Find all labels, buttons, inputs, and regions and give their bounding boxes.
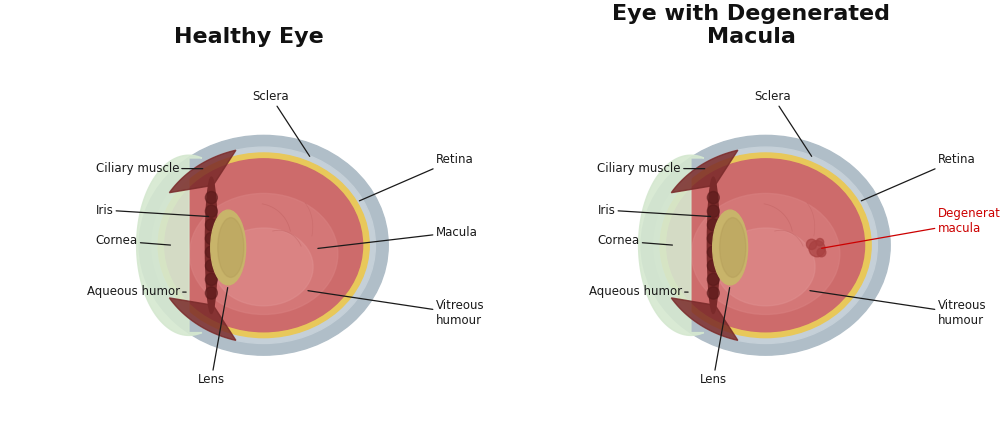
Text: Lens: Lens (198, 288, 228, 386)
Text: Lens: Lens (700, 288, 730, 386)
Text: Ciliary muscle: Ciliary muscle (597, 162, 705, 175)
Ellipse shape (707, 177, 719, 314)
Polygon shape (169, 150, 236, 193)
Ellipse shape (205, 205, 217, 217)
Ellipse shape (713, 210, 748, 285)
Ellipse shape (205, 273, 217, 285)
Polygon shape (671, 150, 738, 193)
Text: Retina: Retina (359, 153, 473, 201)
Text: Aqueous humor: Aqueous humor (87, 285, 186, 298)
Text: Iris: Iris (96, 204, 209, 216)
Ellipse shape (205, 219, 217, 231)
Ellipse shape (707, 219, 719, 231)
Circle shape (817, 248, 826, 257)
Text: Aqueous humor: Aqueous humor (589, 285, 688, 298)
Text: Cornea: Cornea (597, 234, 672, 248)
Text: Macula: Macula (318, 226, 477, 248)
Ellipse shape (707, 191, 719, 204)
Title: Healthy Eye: Healthy Eye (174, 27, 324, 47)
Ellipse shape (205, 287, 217, 299)
Ellipse shape (165, 159, 363, 332)
Ellipse shape (205, 246, 217, 258)
Text: Vitreous
humour: Vitreous humour (810, 291, 986, 328)
Text: Iris: Iris (597, 204, 711, 216)
Ellipse shape (707, 232, 719, 245)
Circle shape (806, 239, 817, 250)
Polygon shape (169, 298, 236, 340)
Ellipse shape (158, 153, 369, 338)
Polygon shape (671, 298, 738, 340)
Ellipse shape (716, 228, 815, 306)
Ellipse shape (205, 232, 217, 245)
Text: Vitreous
humour: Vitreous humour (308, 291, 484, 328)
Ellipse shape (707, 246, 719, 258)
Text: Cornea: Cornea (96, 234, 170, 248)
Ellipse shape (152, 147, 375, 343)
Title: Eye with Degenerated
Macula: Eye with Degenerated Macula (612, 3, 890, 47)
Text: Sclera: Sclera (253, 90, 310, 156)
Text: Ciliary muscle: Ciliary muscle (96, 162, 203, 175)
Ellipse shape (218, 218, 244, 277)
Ellipse shape (205, 259, 217, 272)
Ellipse shape (691, 193, 840, 314)
Text: Degenerated
macula: Degenerated macula (822, 207, 1000, 248)
Ellipse shape (205, 177, 217, 314)
Polygon shape (137, 155, 202, 335)
Ellipse shape (205, 191, 217, 204)
Circle shape (816, 239, 824, 246)
Circle shape (809, 241, 825, 257)
Polygon shape (639, 155, 704, 335)
Ellipse shape (211, 210, 246, 285)
Ellipse shape (707, 259, 719, 272)
Ellipse shape (641, 135, 890, 355)
Ellipse shape (707, 287, 719, 299)
Ellipse shape (667, 159, 865, 332)
Ellipse shape (720, 218, 746, 277)
Text: Sclera: Sclera (755, 90, 812, 156)
Text: Retina: Retina (861, 153, 975, 201)
Ellipse shape (660, 153, 871, 338)
Ellipse shape (139, 135, 388, 355)
Ellipse shape (707, 205, 719, 217)
Ellipse shape (189, 193, 338, 314)
Ellipse shape (707, 273, 719, 285)
Ellipse shape (654, 147, 877, 343)
Ellipse shape (214, 228, 313, 306)
